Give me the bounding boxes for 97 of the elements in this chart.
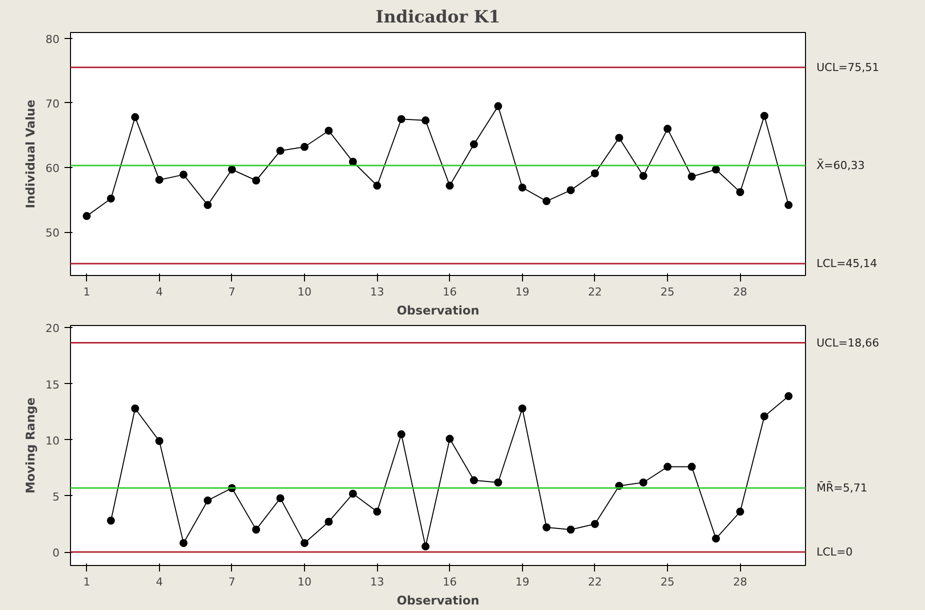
point	[252, 526, 260, 534]
x-tick-label: 7	[228, 286, 236, 298]
x-tick-label: 10	[298, 286, 312, 298]
point	[422, 116, 430, 124]
point	[470, 476, 478, 484]
y-tick-label: 20	[46, 322, 60, 336]
ref-line-label: M̄R̄=5,71	[816, 480, 868, 495]
point	[204, 201, 212, 210]
point	[566, 526, 575, 534]
point	[180, 170, 188, 179]
point	[348, 490, 357, 498]
point	[688, 462, 696, 471]
x-tick-label: 4	[156, 286, 163, 298]
point	[712, 534, 720, 543]
point	[180, 539, 188, 548]
x-tick-label: 22	[588, 286, 602, 298]
point	[736, 508, 744, 516]
point	[348, 158, 357, 166]
x-tick-label: 28	[733, 576, 748, 588]
point	[566, 186, 575, 194]
ref-line-label: X̄=60,33	[816, 158, 865, 172]
point	[494, 102, 502, 110]
point	[590, 520, 599, 528]
point	[228, 166, 236, 174]
y-tick-label: 80	[46, 32, 60, 46]
point	[397, 115, 406, 124]
y-axis-title: Moving Range	[24, 397, 38, 494]
y-tick-label: 5	[52, 490, 60, 504]
point	[106, 194, 115, 203]
x-axis-title: Observation	[396, 594, 480, 608]
point	[204, 496, 212, 504]
point	[324, 126, 333, 135]
x-tick-label: 19	[515, 576, 530, 588]
x-tick-label: 7	[228, 576, 236, 588]
point	[106, 516, 115, 525]
point	[373, 508, 382, 516]
ref-line-label: UCL=75,51	[816, 60, 880, 74]
point	[784, 201, 793, 210]
point	[518, 184, 526, 192]
x-tick-label: 19	[515, 286, 530, 298]
point	[131, 113, 140, 122]
point	[397, 430, 406, 438]
x-tick-label: 22	[588, 576, 602, 588]
x-tick-label: 10	[298, 576, 312, 588]
point	[712, 166, 720, 174]
x-tick-label: 1	[83, 286, 90, 298]
point	[131, 404, 140, 412]
point	[664, 124, 672, 133]
point	[276, 494, 284, 502]
point	[155, 176, 164, 184]
x-tick-label: 25	[660, 576, 675, 588]
y-tick-label: 0	[52, 546, 60, 560]
point	[373, 182, 382, 190]
point	[82, 212, 91, 220]
point	[760, 412, 768, 420]
y-tick-label: 70	[46, 97, 60, 110]
point	[324, 518, 333, 526]
point	[542, 523, 551, 532]
chart-title: Indicador K1	[376, 8, 500, 28]
x-tick-label: 16	[442, 286, 457, 298]
point	[615, 134, 624, 142]
y-tick-label: 15	[46, 378, 60, 392]
x-tick-label: 28	[733, 286, 748, 298]
point	[494, 478, 502, 486]
point	[470, 140, 478, 148]
x-tick-label: 1	[83, 576, 90, 588]
point	[300, 142, 309, 151]
point	[639, 172, 648, 180]
point	[276, 146, 284, 155]
point	[300, 539, 309, 548]
ref-line-label: UCL=18,66	[816, 336, 880, 350]
x-tick-label: 25	[660, 286, 675, 298]
ref-line-label: LCL=45,14	[816, 257, 878, 270]
point	[252, 176, 260, 184]
point	[155, 437, 164, 446]
y-axis-title: Individual Value	[24, 100, 38, 208]
point	[446, 182, 454, 190]
point	[422, 542, 430, 550]
point	[639, 478, 648, 486]
point	[590, 169, 599, 178]
x-axis-title: Observation	[396, 304, 480, 318]
point	[784, 392, 793, 400]
point	[542, 197, 551, 206]
y-tick-label: 10	[46, 434, 60, 448]
point	[446, 434, 454, 443]
y-tick-label: 60	[46, 162, 60, 176]
point	[760, 112, 768, 120]
x-tick-label: 4	[156, 576, 163, 588]
point	[518, 404, 526, 412]
point	[736, 188, 744, 196]
x-tick-label: 13	[370, 576, 384, 588]
x-tick-label: 13	[370, 286, 384, 298]
point	[664, 462, 672, 471]
y-tick-label: 50	[46, 226, 60, 240]
x-tick-label: 16	[442, 576, 457, 588]
ref-line-label: LCL=0	[816, 546, 853, 559]
point	[688, 172, 696, 181]
